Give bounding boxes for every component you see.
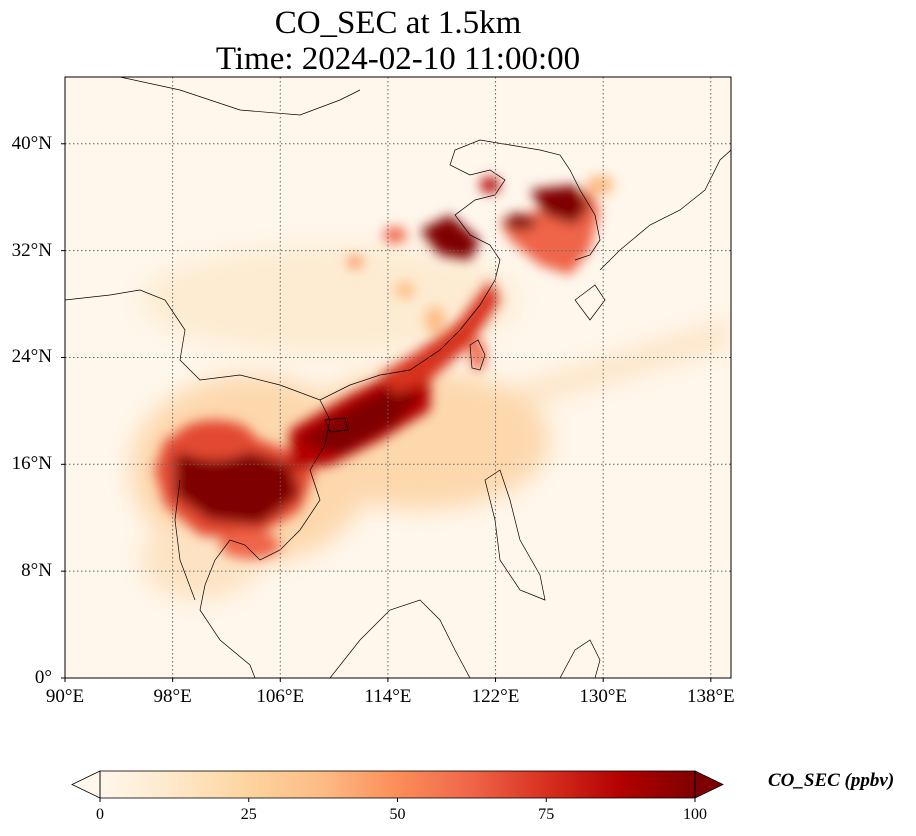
haze-pacific-outflow [470, 320, 731, 420]
taiwan-outline [469, 339, 486, 371]
plume-korea-core [530, 185, 590, 225]
colorbar [71, 770, 724, 802]
x-tick-label: 122°E [471, 686, 520, 707]
colorbar-tick-label: 75 [538, 806, 555, 823]
colorbar-gradient [100, 771, 695, 798]
colorbar-tick-label: 50 [389, 806, 406, 823]
co-plumes [155, 175, 614, 559]
plume-mekong [220, 531, 280, 559]
philippines-outline [484, 469, 546, 601]
map-title: CO_SEC at 1.5km [274, 5, 522, 41]
plume-indochina-core [175, 445, 300, 525]
x-tick-label: 106°E [256, 686, 305, 707]
plume-scs-core [300, 385, 420, 455]
co-field-layer [130, 175, 731, 600]
colorbar-tick-label: 25 [240, 806, 257, 823]
plume-anhui [383, 227, 407, 243]
plume-yangtze [420, 215, 480, 260]
east-asia-coastline [65, 139, 601, 401]
colorbar-label: CO_SEC (ppbv) [768, 770, 895, 791]
colorbar-tick-label: 100 [683, 806, 707, 823]
plume-jiangxi [395, 282, 415, 298]
colorbar-tick-label: 0 [96, 806, 104, 823]
map-subtitle-time: Time: 2024-02-10 11:00:00 [215, 41, 581, 77]
x-tick-label: 138°E [686, 686, 735, 707]
plume-laos [175, 420, 255, 460]
hainan-outline [324, 417, 349, 433]
y-tick-label: 24°N [11, 346, 52, 368]
map-frame [64, 76, 732, 679]
japan-coastline [599, 149, 731, 271]
y-tick-label: 0° [34, 667, 52, 688]
plume-shandong [480, 177, 500, 193]
colorbar-extend-max [694, 770, 724, 799]
y-tick-label: 8°N [21, 560, 52, 582]
x-tick-label: 114°E [364, 686, 412, 707]
y-tick-label: 32°N [11, 239, 52, 261]
kyushu-outline [574, 284, 606, 321]
coastlines [65, 77, 731, 678]
y-tick-label: 40°N [11, 132, 52, 154]
y-tick-label: 16°N [11, 453, 52, 475]
indochina-coastline [199, 399, 331, 678]
plume-se-coast [380, 280, 500, 395]
colorbar-extend-min [71, 770, 101, 799]
x-tick-label: 130°E [579, 686, 628, 707]
x-tick-label: 90°E [45, 686, 85, 707]
plume-henan [347, 256, 363, 268]
plume-fujian [425, 306, 445, 334]
plume-yellow-sea [504, 214, 536, 230]
gridlines [65, 77, 731, 678]
colorbar-tickmarks [99, 798, 696, 802]
andaman-coastline [174, 479, 196, 601]
plume-japan-sea [586, 175, 614, 195]
mongolia-border [119, 77, 361, 116]
tick-marks [61, 143, 712, 682]
borneo-outline [329, 599, 471, 678]
x-tick-label: 98°E [153, 686, 192, 707]
haze-central-china [140, 245, 520, 355]
sulawesi-outline [559, 639, 601, 678]
